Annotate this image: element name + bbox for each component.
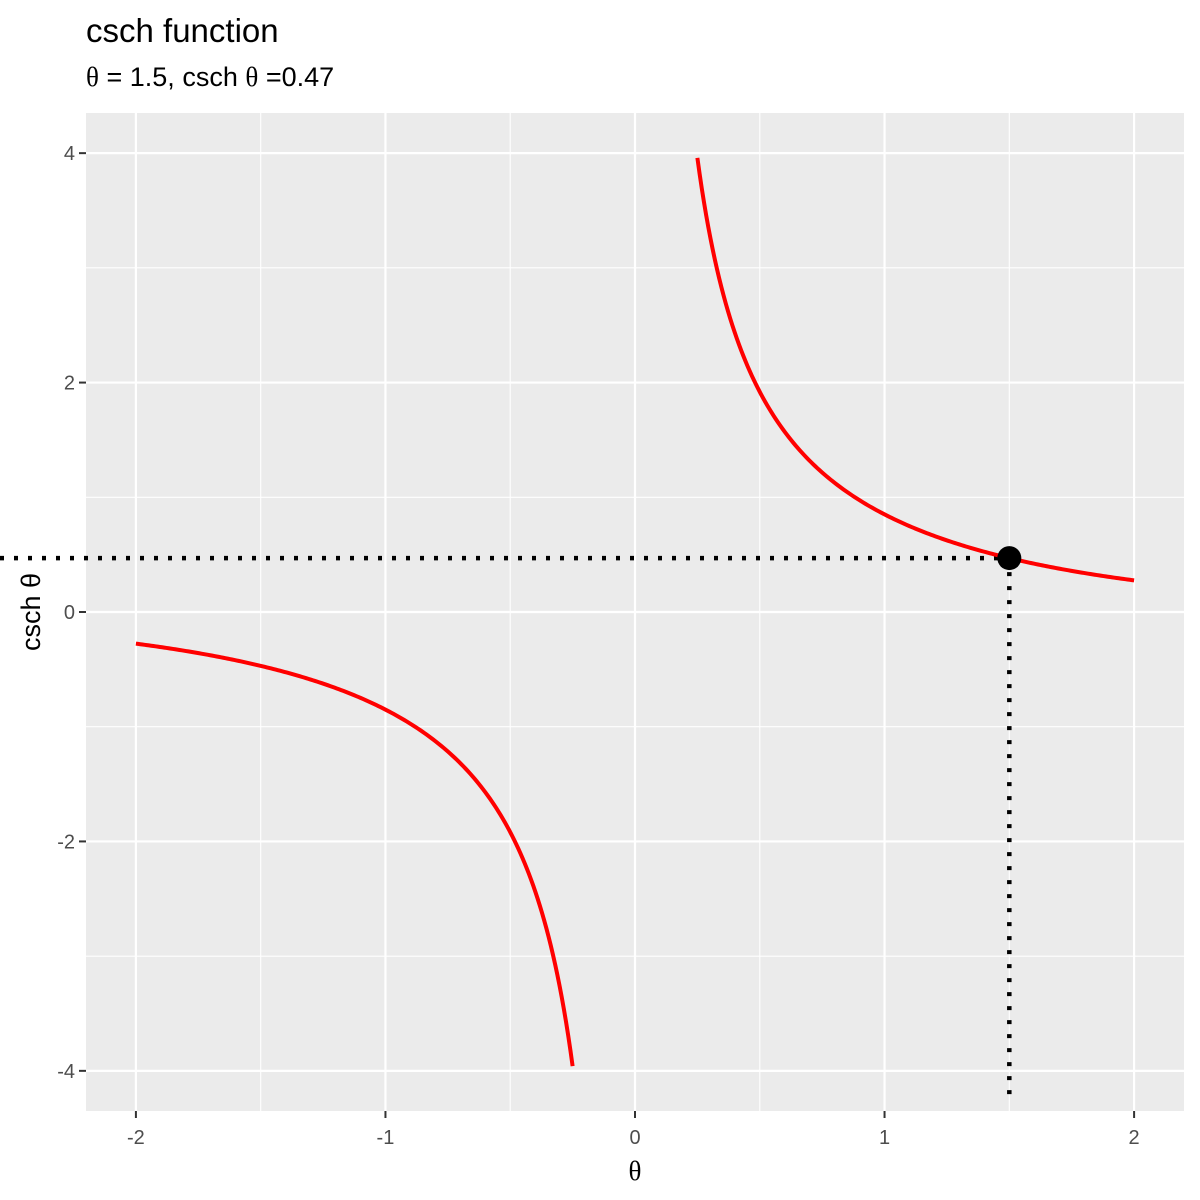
axis-tick-labels: -2 -1 0 1 2 -4 -2 0 2 4 [57, 143, 1139, 1149]
y-axis-title: csch θ [16, 573, 46, 651]
y-tick-label: -4 [57, 1061, 75, 1083]
subtitle-fn-value: 0.47 [281, 62, 335, 92]
series-layer [135, 157, 1135, 1067]
point-layer [997, 546, 1022, 571]
x-tick-label: -2 [127, 1127, 145, 1149]
x-tick-label: 1 [879, 1127, 890, 1149]
axis-ticks [79, 152, 1136, 1118]
subtitle-theta-symbol-2: θ [245, 62, 259, 92]
series-line-2 [695, 157, 1135, 583]
x-tick-label: -1 [377, 1127, 395, 1149]
subtitle-theta-value: 1.5, [129, 62, 175, 92]
subtitle-equals-1: = [106, 62, 123, 92]
series-line-1 [135, 641, 575, 1067]
guide-lines [0, 555, 1012, 1104]
subtitle-equals-2: = [265, 62, 282, 92]
highlight-point [997, 546, 1022, 571]
major-gridlines [86, 113, 1184, 1111]
y-tick-label: 4 [64, 143, 75, 165]
subtitle-fn-label: csch [182, 62, 238, 92]
x-tick-label: 0 [629, 1127, 640, 1149]
chart-title: csch function [86, 12, 279, 49]
chart-subtitle: θ = 1.5, csch θ =0.47 [86, 62, 334, 93]
y-tick-label: 0 [64, 602, 75, 624]
y-tick-label: 2 [64, 373, 75, 395]
y-tick-label: -2 [57, 831, 75, 853]
x-tick-label: 2 [1129, 1127, 1140, 1149]
subtitle-theta-symbol: θ [86, 62, 99, 92]
x-axis-title: θ [629, 1156, 642, 1186]
